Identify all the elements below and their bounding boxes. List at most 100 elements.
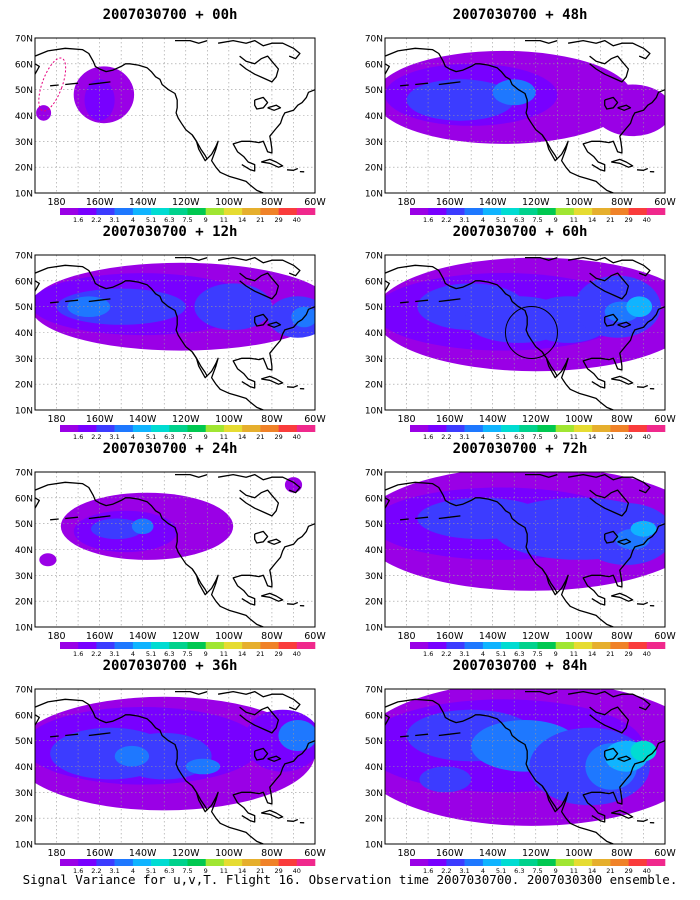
map-frame [384, 254, 666, 411]
graticule [35, 472, 315, 627]
lat-tick-label: 50N [15, 737, 33, 747]
colorbar-label: 21 [256, 867, 264, 873]
colorbar-label: 9 [204, 433, 208, 439]
colorbar-label: 40 [293, 216, 301, 222]
lon-tick-label: 100W [215, 197, 243, 208]
colorbar-label: 9 [204, 216, 208, 222]
colorbar-label: 6.3 [164, 867, 174, 873]
colorbar-label: 40 [293, 433, 301, 439]
colorbar-label: 6.3 [514, 867, 524, 873]
colorbar-swatch [187, 208, 206, 215]
lon-tick-label: 60W [304, 848, 326, 859]
colorbar-swatch [592, 208, 611, 215]
lat-tick-label: 20N [15, 598, 33, 608]
colorbar-swatch [537, 425, 556, 432]
lon-tick-label: 160W [86, 631, 114, 642]
map-frame [34, 37, 316, 194]
lat-tick-label: 50N [365, 86, 383, 96]
colorbar-label: 29 [624, 650, 632, 656]
lon-tick-label: 80W [261, 848, 283, 859]
colorbar-label: 2.2 [91, 216, 101, 222]
colorbar-swatch [151, 642, 170, 649]
lon-tick-label: 120W [172, 197, 200, 208]
lon-tick-label: 120W [172, 848, 200, 859]
colorbar-swatch [205, 208, 225, 215]
colorbar-swatch [242, 859, 261, 866]
colorbar-label: 2.2 [91, 867, 101, 873]
colorbar-label: 6.3 [514, 433, 524, 439]
lon-tick-label: 120W [522, 848, 550, 859]
lat-tick-label: 40N [15, 329, 33, 339]
lon-tick-label: 180 [47, 631, 65, 642]
colorbar-swatch [501, 859, 520, 866]
variance-contour [194, 283, 272, 330]
colorbar-label: 21 [256, 216, 264, 222]
lat-tick-label: 30N [365, 138, 383, 148]
lon-tick-label: 120W [522, 414, 550, 425]
colorbar: 1.6 2.2 3.1 4 5.1 6.3 7.5 9 11 14 21 29 40 [410, 642, 666, 656]
colorbar-swatch [464, 425, 484, 432]
colorbar-swatch [428, 642, 447, 649]
colorbar-label: 3.1 [109, 216, 119, 222]
lon-tick-label: 60W [304, 631, 326, 642]
colorbar-label: 11 [570, 216, 578, 222]
coastlines [385, 256, 665, 410]
coastlines [35, 256, 315, 410]
colorbar: 1.6 2.2 3.1 4 5.1 6.3 7.5 9 11 14 21 29 40 [60, 859, 316, 873]
lat-tick-label: 10N [15, 407, 33, 417]
colorbar-swatch [169, 208, 188, 215]
colorbar-label: 3.1 [109, 650, 119, 656]
colorbar-label: 9 [554, 650, 558, 656]
colorbar-swatch [573, 642, 593, 649]
lon-tick-label: 140W [479, 631, 507, 642]
lon-tick-label: 160W [86, 197, 114, 208]
colorbar-swatch [187, 425, 206, 432]
colorbar-swatch [205, 642, 225, 649]
lat-tick-label: 30N [365, 789, 383, 799]
variance-contour [114, 745, 150, 767]
lon-tick-label: 140W [129, 848, 157, 859]
colorbar-label: 21 [256, 650, 264, 656]
lon-tick-label: 180 [397, 848, 415, 859]
panel-title: 2007030700 + 12h [102, 224, 238, 240]
colorbar-swatch [573, 859, 593, 866]
colorbar-swatch [169, 859, 188, 866]
colorbar-label: 3.1 [109, 867, 119, 873]
lon-tick-label: 100W [565, 848, 593, 859]
lat-tick-label: 70N [365, 686, 383, 696]
colorbar-label: 3.1 [459, 433, 469, 439]
colorbar-label: 6.3 [164, 650, 174, 656]
colorbar-label: 21 [256, 433, 264, 439]
lon-tick-label: 180 [397, 631, 415, 642]
map-panel-36h: 2007030700 + 36h 70N 60N 50N 40N 30N 20N 10N 180… [0, 657, 340, 873]
lon-tick-label: 140W [479, 197, 507, 208]
map-plot: 70N 60N 50N 40N 30N 20N 10N 180 160W 140W 120W 100W… [15, 35, 327, 223]
graticule [385, 689, 665, 844]
colorbar-swatch [296, 208, 316, 215]
colorbar-label: 40 [643, 216, 651, 222]
colorbar-swatch [187, 859, 206, 866]
colorbar-swatch [260, 859, 279, 866]
colorbar-label: 11 [570, 867, 578, 873]
colorbar-label: 7.5 [532, 867, 542, 873]
lat-tick-label: 70N [365, 469, 383, 479]
lat-tick-label: 60N [15, 60, 33, 70]
lon-tick-label: 80W [611, 197, 633, 208]
lat-tick-label: 40N [15, 546, 33, 556]
lat-tick-label: 30N [365, 355, 383, 365]
colorbar-label: 14 [238, 867, 246, 873]
colorbar-swatch [410, 208, 429, 215]
colorbar-swatch [555, 642, 575, 649]
colorbar-label: 11 [220, 867, 228, 873]
lon-tick-label: 160W [436, 848, 464, 859]
colorbar-swatch [646, 208, 666, 215]
panel-title: 2007030700 + 36h [102, 658, 238, 674]
variance-contour [492, 79, 536, 106]
colorbar-label: 2.2 [441, 433, 451, 439]
colorbar-swatch [537, 208, 556, 215]
colorbar-swatch [132, 425, 152, 432]
colorbar-swatch [482, 859, 502, 866]
colorbar-swatch [646, 859, 666, 866]
map-plot: 70N 60N 50N 40N 30N 20N 10N 180 160W 140W 120W 100W… [365, 35, 677, 223]
colorbar-swatch [501, 425, 520, 432]
